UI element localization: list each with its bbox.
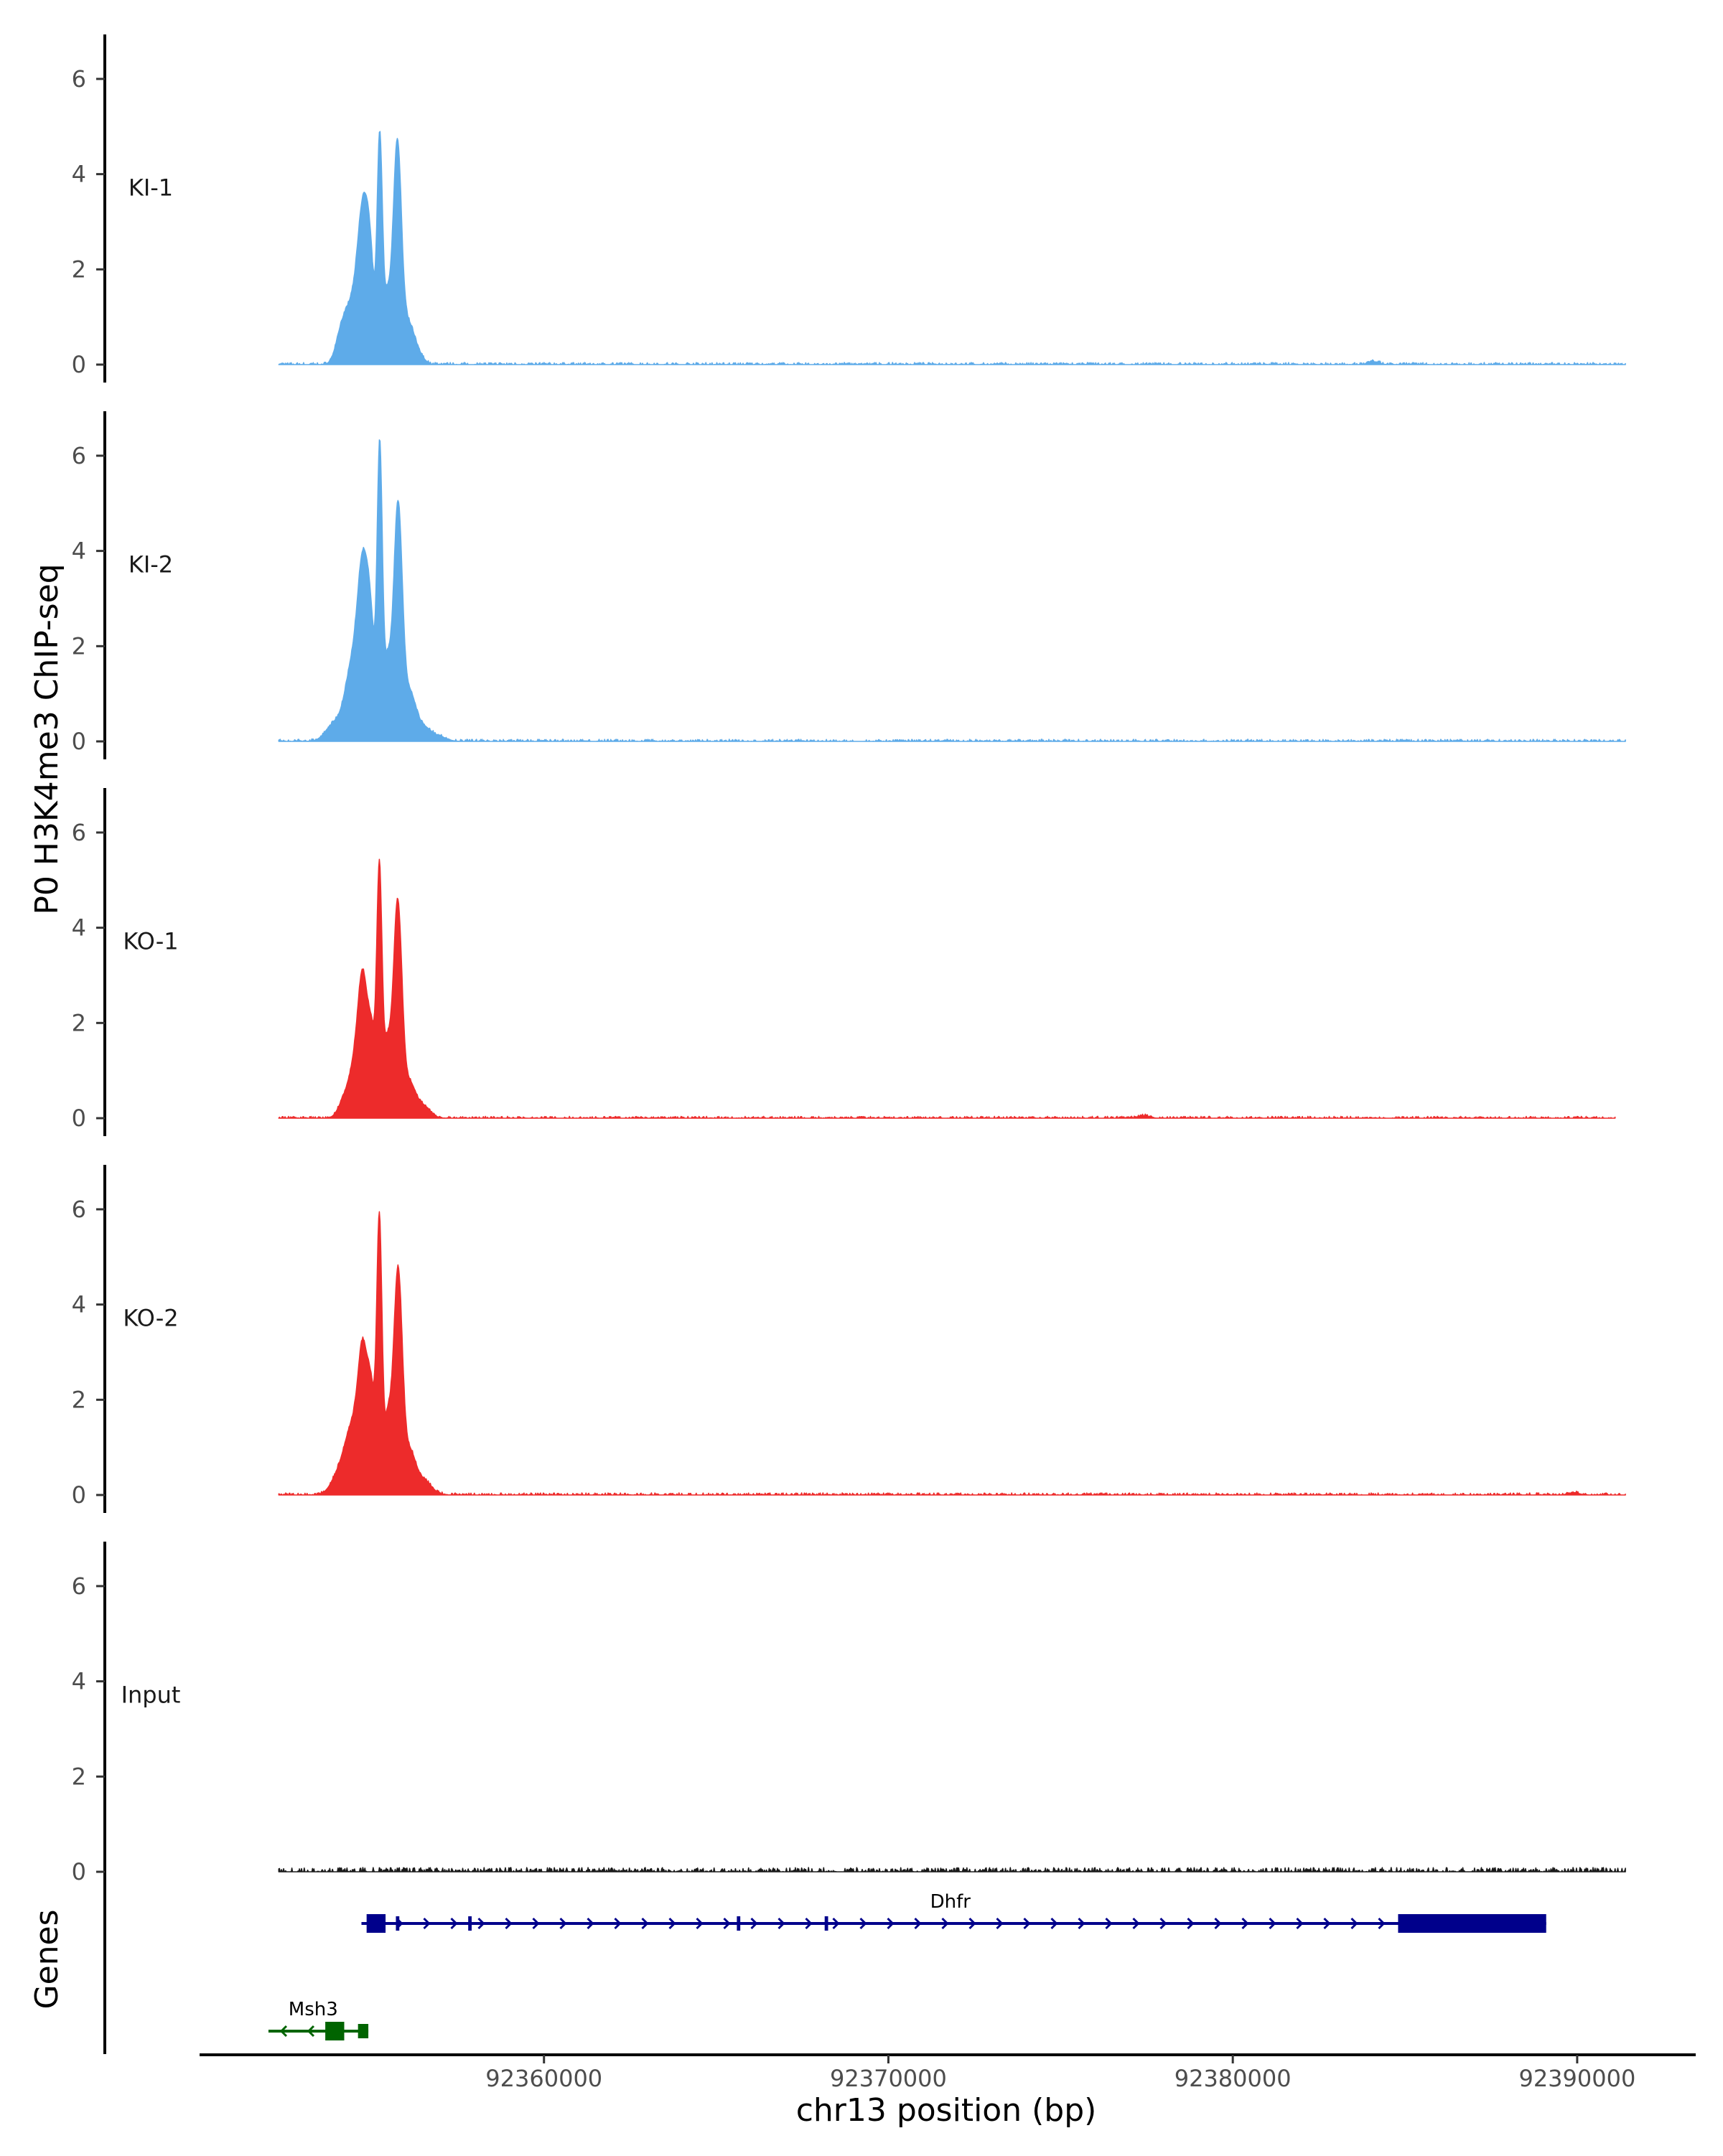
strand-chevron	[1241, 1917, 1249, 1930]
x-tick-label: 92360000	[485, 2065, 602, 2092]
tracks-layer: 0 2 4 6 KI-1 0 2 4 6 KI-2 0 2 4 6 KO-1 0 2 4 6 KO-2 0 2 4 6 Inpu…	[72, 34, 1626, 1890]
strand-chevron	[423, 1917, 431, 1930]
strand-chevron	[1378, 1917, 1386, 1930]
strand-chevron	[941, 1917, 949, 1930]
strand-chevron	[832, 1917, 840, 1930]
strand-chevron	[1132, 1917, 1140, 1930]
gene-exon	[358, 2024, 369, 2038]
signal-area	[278, 1867, 1626, 1873]
gene-exon	[1398, 1914, 1546, 1933]
y-tick-label: 0	[72, 351, 86, 378]
track-label: Input	[121, 1681, 181, 1708]
y-tick-label: 2	[72, 1386, 86, 1413]
gene-dhfr: Dhfr	[361, 1891, 1546, 1933]
strand-chevron	[532, 1917, 540, 1930]
strand-chevron	[587, 1917, 594, 1930]
track-label: KO-1	[123, 927, 178, 955]
y-tick-label: 2	[72, 1763, 86, 1790]
y-tick-label: 0	[72, 1105, 86, 1132]
strand-chevron	[1187, 1917, 1195, 1930]
strand-chevron	[1323, 1917, 1331, 1930]
gene-name-label: Msh3	[289, 1999, 338, 2020]
strand-chevron	[1023, 1917, 1031, 1930]
strand-chevron	[723, 1917, 731, 1930]
track-label: KI-2	[129, 550, 173, 578]
strand-chevron	[1296, 1917, 1304, 1930]
signal-area	[278, 858, 1616, 1119]
x-axis: 92360000 92370000 92380000 92390000	[200, 2053, 1696, 2092]
signal-area	[278, 439, 1626, 742]
strand-chevron	[614, 1917, 622, 1930]
y-tick-label: 6	[72, 819, 86, 846]
strand-chevron	[887, 1917, 895, 1930]
strand-chevron	[450, 1917, 458, 1930]
y-tick-label: 4	[72, 161, 86, 188]
y-tick-label: 4	[72, 1291, 86, 1318]
y-tick-label: 0	[72, 728, 86, 755]
track-ki-1: 0 2 4 6 KI-1	[72, 34, 1626, 383]
track-label: KI-1	[129, 174, 173, 201]
x-tick-label: 92370000	[830, 2065, 947, 2092]
strand-chevron	[914, 1917, 922, 1930]
strand-chevron	[307, 2025, 315, 2038]
strand-chevron	[1350, 1917, 1358, 1930]
y-tick-label: 2	[72, 632, 86, 660]
gene-exon	[468, 1916, 472, 1931]
strand-chevron	[279, 2025, 288, 2038]
genes-axis-title: Genes	[29, 1909, 65, 2009]
strand-chevron	[968, 1917, 976, 1930]
strand-chevron	[477, 1917, 485, 1930]
track-ko-1: 0 2 4 6 KO-1	[72, 788, 1616, 1136]
y-tick-label: 4	[72, 538, 86, 565]
gene-exon	[737, 1916, 741, 1931]
y-tick-label: 6	[72, 1573, 86, 1600]
strand-chevron	[1159, 1917, 1167, 1930]
strand-chevron	[668, 1917, 676, 1930]
y-tick-label: 0	[72, 1858, 86, 1885]
strand-chevron	[750, 1917, 758, 1930]
gene-exon	[396, 1916, 400, 1931]
strand-chevron	[505, 1917, 513, 1930]
y-tick-label: 2	[72, 256, 86, 283]
gene-msh3: Msh3	[268, 1999, 369, 2040]
strand-chevron	[696, 1917, 704, 1930]
strand-chevron	[778, 1917, 785, 1930]
strand-chevron	[641, 1917, 649, 1930]
track-label: KO-2	[123, 1304, 178, 1331]
x-tick-label: 92380000	[1175, 2065, 1292, 2092]
y-tick-label: 4	[72, 1668, 86, 1695]
genes-layer: Msh3 Dhfr	[103, 1875, 1546, 2054]
x-tick-label: 92390000	[1518, 2065, 1635, 2092]
gene-exon	[325, 2022, 345, 2040]
y-axis-title: P0 H3K4me3 ChIP-seq	[29, 563, 65, 914]
track-ki-2: 0 2 4 6 KI-2	[72, 411, 1626, 759]
y-tick-label: 0	[72, 1481, 86, 1509]
y-tick-label: 6	[72, 442, 86, 469]
y-tick-label: 6	[72, 1196, 86, 1223]
gene-name-label: Dhfr	[930, 1891, 971, 1913]
strand-chevron	[559, 1917, 567, 1930]
y-tick-label: 6	[72, 65, 86, 93]
y-tick-label: 4	[72, 914, 86, 942]
x-axis-title: chr13 position (bp)	[796, 2092, 1097, 2129]
strand-chevron	[1050, 1917, 1058, 1930]
strand-chevron	[1269, 1917, 1276, 1930]
gene-exon	[824, 1916, 828, 1931]
strand-chevron	[1214, 1917, 1222, 1930]
signal-area	[278, 1211, 1626, 1496]
track-ko-2: 0 2 4 6 KO-2	[72, 1165, 1626, 1513]
gene-exon	[366, 1914, 386, 1933]
strand-chevron	[996, 1917, 1004, 1930]
y-tick-label: 2	[72, 1009, 86, 1036]
strand-chevron	[805, 1917, 813, 1930]
strand-chevron	[859, 1917, 867, 1930]
strand-chevron	[1105, 1917, 1113, 1930]
track-input: 0 2 4 6 Input	[72, 1542, 1626, 1890]
strand-chevron	[1078, 1917, 1085, 1930]
signal-area	[278, 131, 1626, 365]
